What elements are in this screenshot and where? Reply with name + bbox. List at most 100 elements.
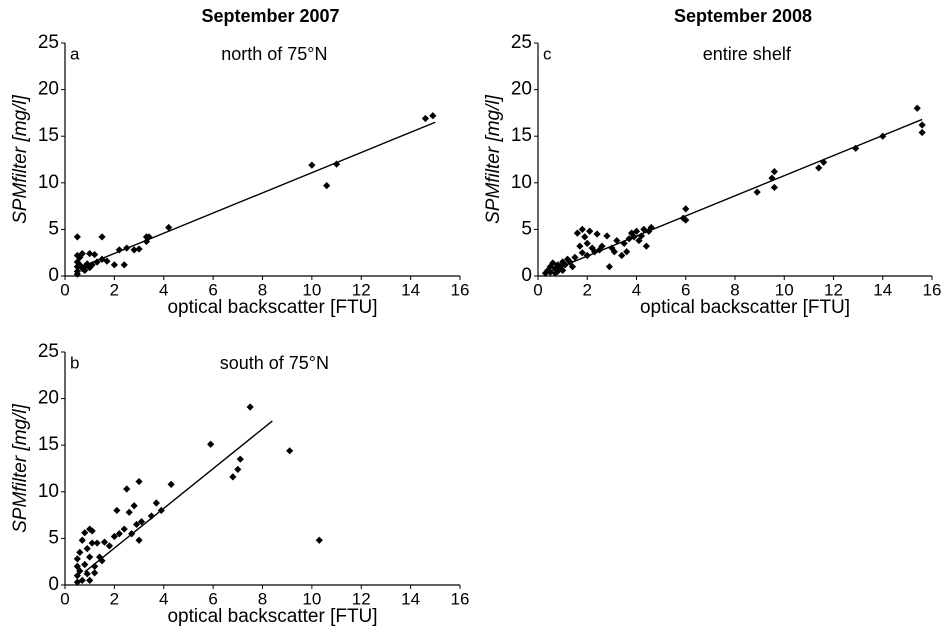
data-point xyxy=(73,572,81,580)
x-tick-label: 4 xyxy=(159,280,168,299)
data-point xyxy=(167,480,175,488)
data-point xyxy=(78,576,86,584)
data-point xyxy=(236,455,244,463)
panel-letter: b xyxy=(70,353,79,372)
x-tick-label: 10 xyxy=(775,280,794,299)
data-point xyxy=(76,261,84,269)
data-point xyxy=(135,245,143,253)
data-point xyxy=(559,266,567,275)
y-tick-label: 15 xyxy=(38,125,59,146)
data-point xyxy=(81,560,89,569)
panel-letter: c xyxy=(543,44,552,63)
data-point xyxy=(130,502,138,510)
y-tick-label: 0 xyxy=(521,265,532,286)
data-point xyxy=(113,506,121,515)
x-tick-label: 12 xyxy=(352,589,371,608)
y-tick-label: 10 xyxy=(511,172,532,193)
panel-subtitle: north of 75°N xyxy=(221,44,327,64)
data-point xyxy=(571,253,579,261)
x-tick-label: 14 xyxy=(401,280,420,299)
y-tick-label: 20 xyxy=(38,79,59,100)
data-point xyxy=(682,205,690,213)
data-point xyxy=(246,403,254,411)
x-tick-label: 2 xyxy=(110,589,119,608)
x-tick-label: 0 xyxy=(60,589,69,608)
data-point xyxy=(549,259,557,267)
x-tick-label: 6 xyxy=(208,280,217,299)
data-point xyxy=(91,562,99,570)
data-point xyxy=(93,539,101,547)
x-tick-label: 4 xyxy=(159,589,168,608)
data-point xyxy=(581,233,589,241)
data-point xyxy=(135,477,143,486)
data-point xyxy=(100,538,109,546)
data-point xyxy=(137,518,146,526)
x-tick-label: 2 xyxy=(110,280,119,299)
data-point xyxy=(229,473,237,481)
data-point xyxy=(315,536,323,544)
data-point xyxy=(73,555,81,563)
data-point xyxy=(623,248,631,256)
data-point xyxy=(544,266,552,275)
y-tick-label: 10 xyxy=(38,481,59,502)
data-point xyxy=(93,258,101,266)
x-tick-label: 6 xyxy=(208,589,217,608)
data-point xyxy=(98,557,106,565)
x-tick-label: 12 xyxy=(824,280,843,299)
y-tick-label: 0 xyxy=(48,574,59,595)
x-tick-label: 8 xyxy=(258,589,267,608)
y-tick-label: 5 xyxy=(48,218,59,239)
data-point xyxy=(88,527,96,535)
data-point xyxy=(770,183,778,192)
y-tick-label: 25 xyxy=(38,32,59,53)
y-tick-label: 15 xyxy=(511,125,532,146)
x-tick-label: 10 xyxy=(302,589,321,608)
y-tick-label: 5 xyxy=(521,218,532,239)
data-point xyxy=(603,232,611,240)
data-point xyxy=(578,225,586,233)
x-axis-label: optical backscatter [FTU] xyxy=(167,606,377,627)
data-point xyxy=(78,250,86,258)
x-tick-label: 14 xyxy=(401,589,420,608)
y-tick-label: 25 xyxy=(511,32,532,53)
data-point xyxy=(598,242,606,250)
y-tick-label: 20 xyxy=(511,79,532,100)
data-point xyxy=(546,268,554,276)
data-point xyxy=(613,236,621,245)
data-point xyxy=(308,161,316,169)
data-point xyxy=(125,508,133,516)
data-point xyxy=(83,570,91,578)
x-tick-label: 4 xyxy=(632,280,641,299)
data-point xyxy=(913,104,921,112)
x-tick-label: 14 xyxy=(873,280,892,299)
data-point xyxy=(123,485,131,493)
data-point xyxy=(73,233,81,241)
data-point xyxy=(88,261,96,269)
y-axis-label: SPMfilter [mg/l] xyxy=(10,94,31,224)
data-point xyxy=(605,263,614,271)
panel-title: September 2007 xyxy=(201,6,339,26)
data-point xyxy=(81,266,89,275)
data-point xyxy=(86,553,94,561)
data-point xyxy=(642,242,650,250)
data-point xyxy=(753,188,761,196)
data-point xyxy=(234,465,242,474)
data-point xyxy=(770,168,778,176)
data-point xyxy=(566,258,574,266)
data-point xyxy=(815,164,823,172)
data-point xyxy=(95,553,104,561)
data-point xyxy=(852,144,860,152)
data-point xyxy=(103,257,111,265)
data-point xyxy=(568,263,577,271)
data-point xyxy=(73,562,81,570)
data-point xyxy=(820,158,828,166)
x-axis-label: optical backscatter [FTU] xyxy=(167,297,377,318)
x-tick-label: 0 xyxy=(533,280,542,299)
data-point xyxy=(86,525,94,533)
data-point xyxy=(86,250,94,258)
data-point xyxy=(83,545,91,553)
data-point xyxy=(105,542,114,550)
data-point xyxy=(573,229,581,237)
x-tick-label: 0 xyxy=(60,280,69,299)
